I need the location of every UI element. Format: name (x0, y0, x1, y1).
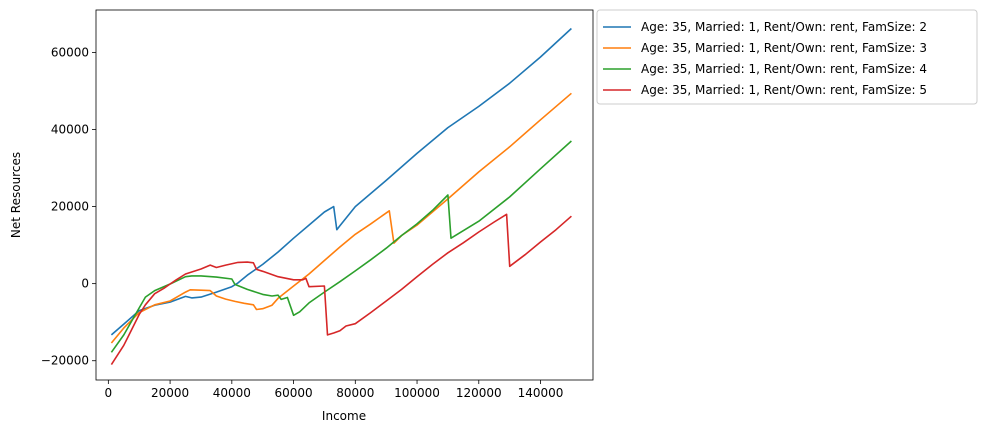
y-tick-label-2: 20000 (51, 200, 89, 214)
y-tick-label-3: 40000 (51, 122, 89, 136)
x-tick-label-2: 40000 (213, 386, 251, 400)
x-axis: 0 20000 40000 60000 80000 100000 120000 140000 (105, 380, 564, 400)
x-tick-label-7: 140000 (518, 386, 564, 400)
series-line-1 (110, 27, 572, 336)
legend-entry-2: Age: 35, Married: 1, Rent/Own: rent, Fam… (641, 41, 927, 55)
x-tick-label-4: 80000 (336, 386, 374, 400)
y-tick-label-0: −20000 (41, 354, 89, 368)
series-line-3 (110, 140, 572, 353)
series-layer (110, 27, 572, 366)
legend-entry-4: Age: 35, Married: 1, Rent/Own: rent, Fam… (641, 83, 927, 97)
y-axis-label: Net Resources (9, 152, 23, 238)
legend: Age: 35, Married: 1, Rent/Own: rent, Fam… (596, 9, 978, 105)
plot-area (96, 10, 593, 380)
y-tick-label-1: 0 (81, 277, 89, 291)
legend-entry-3: Age: 35, Married: 1, Rent/Own: rent, Fam… (641, 62, 927, 76)
x-tick-label-5: 100000 (394, 386, 440, 400)
x-tick-label-0: 0 (105, 386, 113, 400)
y-axis: −20000 0 20000 40000 60000 (41, 45, 96, 368)
legend-box (596, 9, 978, 105)
x-tick-label-3: 60000 (274, 386, 312, 400)
x-tick-label-6: 120000 (456, 386, 502, 400)
x-tick-label-1: 20000 (151, 386, 189, 400)
y-tick-label-4: 60000 (51, 45, 89, 59)
series-line-4 (110, 213, 572, 366)
legend-entry-1: Age: 35, Married: 1, Rent/Own: rent, Fam… (641, 20, 927, 34)
plot-frame (95, 9, 594, 381)
x-axis-label: Income (322, 409, 366, 423)
